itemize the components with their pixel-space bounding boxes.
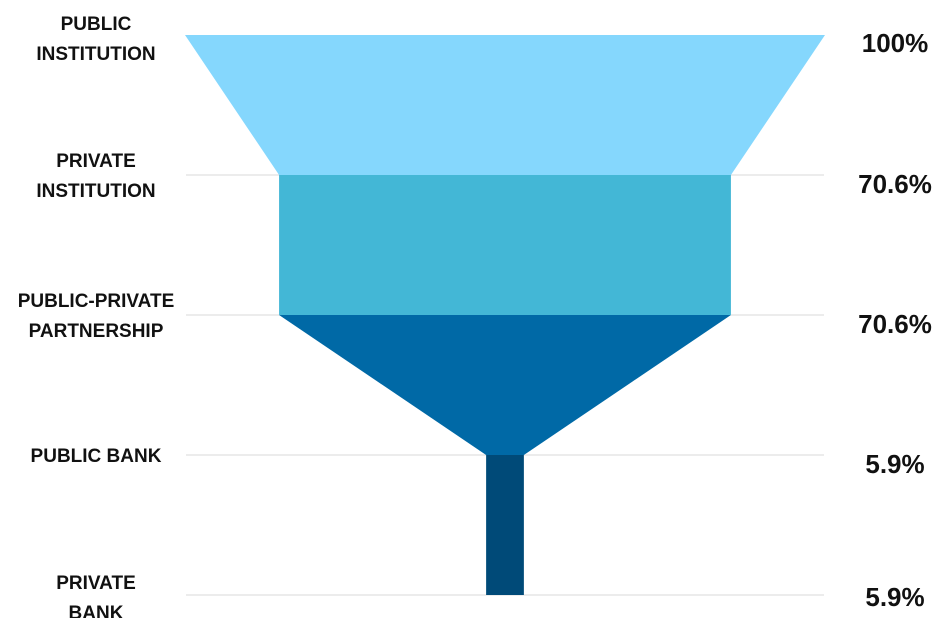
value-label: 5.9% bbox=[865, 449, 924, 479]
funnel-segment bbox=[279, 315, 731, 455]
category-label: PRIVATE bbox=[56, 151, 136, 172]
funnel-segment bbox=[279, 175, 731, 315]
category-label: PARTNERSHIP bbox=[29, 321, 164, 342]
funnel-segment bbox=[486, 455, 524, 595]
funnel-segments bbox=[185, 35, 825, 595]
category-label: INSTITUTION bbox=[36, 44, 155, 65]
category-label: PUBLIC bbox=[61, 14, 132, 35]
value-label: 5.9% bbox=[865, 582, 924, 612]
funnel-segment bbox=[185, 35, 825, 175]
category-label: PRIVATE bbox=[56, 573, 136, 594]
category-label: PUBLIC BANK bbox=[31, 446, 162, 467]
value-label: 70.6% bbox=[858, 309, 932, 339]
category-label: INSTITUTION bbox=[36, 181, 155, 202]
category-label: BANK bbox=[69, 603, 124, 618]
value-label: 100% bbox=[862, 28, 929, 58]
category-label: PUBLIC-PRIVATE bbox=[18, 291, 175, 312]
value-labels: 100% 70.6% 70.6% 5.9% 5.9% bbox=[858, 28, 932, 612]
category-labels: PUBLIC INSTITUTION PRIVATE INSTITUTION PUBLI… bbox=[18, 14, 175, 618]
value-label: 70.6% bbox=[858, 169, 932, 199]
